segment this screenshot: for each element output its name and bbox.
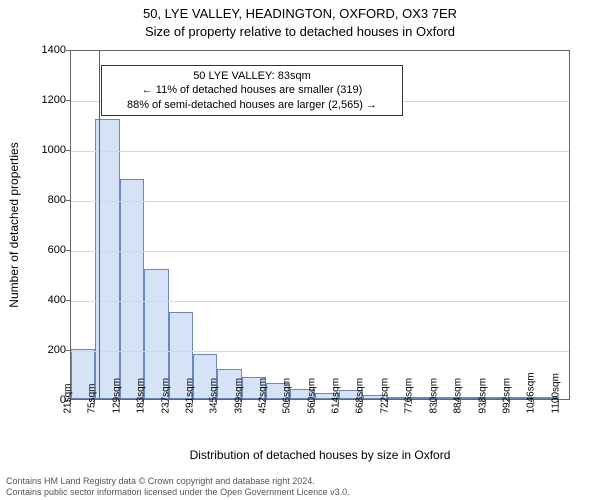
- gridline: [71, 351, 569, 352]
- gridline: [71, 201, 569, 202]
- chart-title-line1: 50, LYE VALLEY, HEADINGTON, OXFORD, OX3 …: [0, 6, 600, 21]
- annotation-line2: ← 11% of detached houses are smaller (31…: [108, 83, 396, 97]
- y-tick-mark: [66, 350, 70, 351]
- property-marker-line: [99, 51, 100, 399]
- y-tick-mark: [66, 200, 70, 201]
- y-tick-label: 400: [32, 294, 66, 306]
- y-tick-label: 600: [32, 244, 66, 256]
- y-tick-mark: [66, 150, 70, 151]
- chart-title-line2: Size of property relative to detached ho…: [0, 24, 600, 39]
- gridline: [71, 301, 569, 302]
- y-tick-mark: [66, 250, 70, 251]
- y-tick-label: 200: [32, 344, 66, 356]
- footer-attribution: Contains HM Land Registry data © Crown c…: [6, 476, 350, 498]
- x-axis-label: Distribution of detached houses by size …: [70, 448, 570, 462]
- y-tick-label: 1000: [32, 144, 66, 156]
- y-axis-label: Number of detached properties: [7, 142, 21, 307]
- footer-line1: Contains HM Land Registry data © Crown c…: [6, 476, 350, 487]
- footer-line2: Contains public sector information licen…: [6, 487, 350, 498]
- gridline: [71, 251, 569, 252]
- annotation-box: 50 LYE VALLEY: 83sqm← 11% of detached ho…: [101, 65, 403, 116]
- y-tick-mark: [66, 300, 70, 301]
- y-tick-label: 800: [32, 194, 66, 206]
- y-tick-mark: [66, 100, 70, 101]
- annotation-line1: 50 LYE VALLEY: 83sqm: [108, 69, 396, 83]
- y-tick-label: 1400: [32, 44, 66, 56]
- y-tick-label: 1200: [32, 94, 66, 106]
- gridline: [71, 151, 569, 152]
- histogram-bar: [120, 179, 144, 399]
- plot-area: 50 LYE VALLEY: 83sqm← 11% of detached ho…: [70, 50, 570, 400]
- annotation-line3: 88% of semi-detached houses are larger (…: [108, 98, 396, 112]
- y-tick-mark: [66, 50, 70, 51]
- y-tick-label: 0: [32, 394, 66, 406]
- chart-root: 50, LYE VALLEY, HEADINGTON, OXFORD, OX3 …: [0, 0, 600, 500]
